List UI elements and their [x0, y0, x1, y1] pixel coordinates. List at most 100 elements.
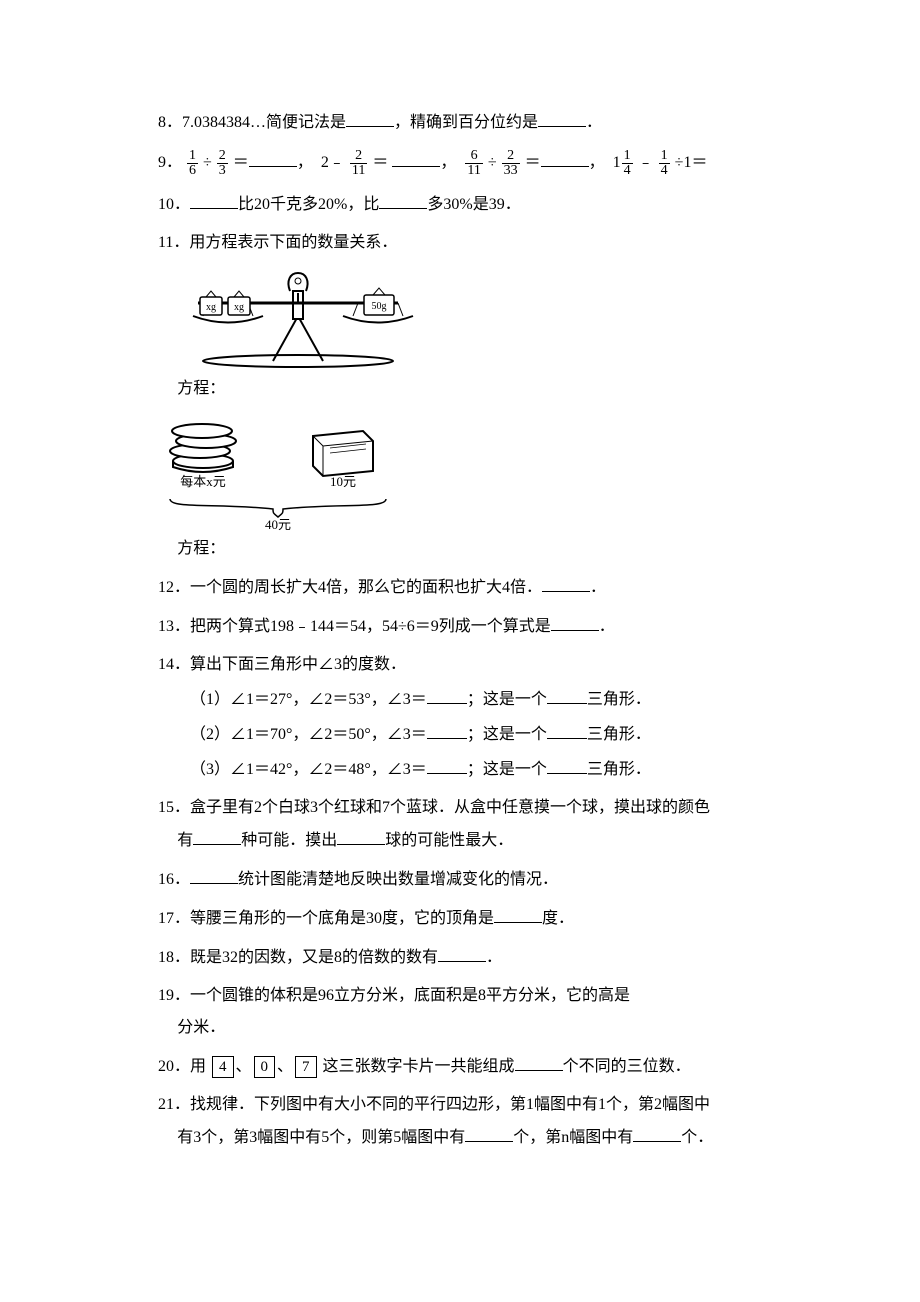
q12-end: ． — [590, 579, 606, 596]
q16-post: 统计图能清楚地反映出数量增减变化的情况． — [238, 871, 558, 888]
q21-line1: 21．找规律．下列图中有大小不同的平行四边形，第1幅图中有1个，第2幅图中 — [158, 1093, 765, 1117]
q20-pre: 20．用 — [158, 1058, 206, 1075]
q21-line2: 有3个，第3幅图中有5个，则第5幅图中有个，第n幅图中有个． — [158, 1125, 765, 1150]
q18-post: ． — [486, 949, 502, 966]
question-15: 15．盒子里有2个白球3个红球和7个蓝球．从盒中任意摸一个球，摸出球的颜色 有种… — [158, 796, 765, 853]
op: ＝ — [372, 154, 388, 171]
blank — [438, 945, 486, 962]
question-13: 13．把两个算式198﹣144＝54，54÷6＝9列成一个算式是 ． — [158, 614, 765, 639]
q20-mid: 这三张数字卡片一共能组成 — [323, 1058, 515, 1075]
q15-line1: 15．盒子里有2个白球3个红球和7个蓝球．从盒中任意摸一个球，摸出球的颜色 — [158, 796, 765, 820]
q17-pre: 17．等腰三角形的一个底角是30度，它的顶角是 — [158, 910, 494, 927]
question-10: 10． 比20千克多20%，比 多30%是39． — [158, 192, 765, 217]
blank — [633, 1125, 681, 1142]
blank — [465, 1125, 513, 1142]
blank — [193, 828, 241, 845]
svg-text:10元: 10元 — [330, 474, 356, 489]
q13-pre: 13．把两个算式198﹣144＝54，54÷6＝9列成一个算式是 — [158, 618, 551, 635]
q9-pre: 9． — [158, 154, 182, 171]
blank — [538, 110, 586, 127]
digit-card: 4 — [212, 1056, 234, 1078]
question-12: 12．一个圆的周长扩大4倍，那么它的面积也扩大4倍． ． — [158, 575, 765, 600]
q14-sub2: （2）∠1＝70°，∠2＝50°，∠3＝；这是一个三角形． — [158, 722, 765, 747]
q10-pre: 10． — [158, 196, 190, 213]
q8-text-a: 8．7.0384384…简便记法是 — [158, 114, 346, 131]
q11-head: 11．用方程表示下面的数量关系． — [158, 231, 765, 255]
blank — [346, 110, 394, 127]
blank — [249, 150, 297, 167]
op: ＝ — [525, 154, 541, 171]
svg-text:40元: 40元 — [265, 517, 291, 531]
blank — [542, 575, 590, 592]
q11-eq1: 方程： — [158, 377, 765, 401]
comma: ， — [589, 154, 605, 171]
q10-mid2: 多30%是39． — [427, 196, 520, 213]
q19-line2: 分米． — [158, 1016, 765, 1040]
blank — [392, 150, 440, 167]
q17-post: 度． — [542, 910, 574, 927]
blank — [515, 1054, 563, 1071]
question-20: 20．用 4、0、7 这三张数字卡片一共能组成个不同的三位数． — [158, 1054, 765, 1079]
fraction: 16 — [187, 149, 198, 178]
fraction: 233 — [502, 149, 520, 178]
q19-line1: 19．一个圆锥的体积是96立方分米，底面积是8平方分米，它的高是 — [158, 984, 765, 1008]
q13-end: ． — [599, 618, 615, 635]
question-8: 8．7.0384384…简便记法是 ，精确到百分位约是 ． — [158, 110, 765, 135]
blank — [547, 757, 587, 774]
fraction: 14 — [659, 149, 670, 178]
fraction: 23 — [217, 149, 228, 178]
fraction: 611 — [465, 149, 482, 178]
fraction: 14 — [622, 149, 633, 178]
q10-mid1: 比20千克多20%，比 — [238, 196, 379, 213]
blank — [427, 687, 467, 704]
digit-card: 7 — [295, 1056, 317, 1078]
q9-p4pre: 1 — [613, 154, 621, 171]
op: ﹣ — [638, 154, 654, 171]
question-21: 21．找规律．下列图中有大小不同的平行四边形，第1幅图中有1个，第2幅图中 有3… — [158, 1093, 765, 1150]
op: ÷1＝ — [675, 154, 708, 171]
svg-text:每本x元: 每本x元 — [180, 474, 226, 489]
svg-text:50g: 50g — [372, 301, 387, 312]
blank — [551, 614, 599, 631]
comma: ， — [297, 154, 313, 171]
svg-text:xg: xg — [234, 302, 244, 313]
svg-text:xg: xg — [206, 302, 216, 313]
q14-sub3: （3）∠1＝42°，∠2＝48°，∠3＝；这是一个三角形． — [158, 757, 765, 782]
q18-pre: 18．既是32的因数，又是8的倍数的数有 — [158, 949, 438, 966]
q12-pre: 12．一个圆的周长扩大4倍，那么它的面积也扩大4倍． — [158, 579, 542, 596]
blank — [494, 906, 542, 923]
books-diagram: 每本x元 10元 40元 — [158, 411, 765, 531]
q8-text-c: ． — [586, 114, 602, 131]
question-11: 11．用方程表示下面的数量关系． xg — [158, 231, 765, 561]
q15-line2: 有种可能．摸出球的可能性最大． — [158, 828, 765, 853]
q8-text-b: ，精确到百分位约是 — [394, 114, 538, 131]
q20-post: 个不同的三位数． — [563, 1058, 691, 1075]
question-17: 17．等腰三角形的一个底角是30度，它的顶角是 度． — [158, 906, 765, 931]
blank — [190, 867, 238, 884]
op: ÷ — [488, 154, 497, 171]
blank — [547, 687, 587, 704]
balance-diagram: xg xg 50g — [158, 261, 765, 371]
blank — [337, 828, 385, 845]
question-19: 19．一个圆锥的体积是96立方分米，底面积是8平方分米，它的高是 分米． — [158, 984, 765, 1040]
blank — [427, 757, 467, 774]
op: ＝ — [233, 154, 249, 171]
blank — [541, 150, 589, 167]
q9-p2pre: 2﹣ — [321, 154, 345, 171]
digit-card: 0 — [254, 1056, 276, 1078]
q11-eq2: 方程： — [158, 537, 765, 561]
q14-head: 14．算出下面三角形中∠3的度数． — [158, 653, 765, 677]
fraction: 211 — [350, 149, 367, 178]
comma: ， — [440, 154, 456, 171]
blank — [190, 192, 238, 209]
blank — [379, 192, 427, 209]
blank — [427, 722, 467, 739]
q16-pre: 16． — [158, 871, 190, 888]
blank — [547, 722, 587, 739]
question-14: 14．算出下面三角形中∠3的度数． （1）∠1＝27°，∠2＝53°，∠3＝；这… — [158, 653, 765, 782]
question-16: 16． 统计图能清楚地反映出数量增减变化的情况． — [158, 867, 765, 892]
document-page: 8．7.0384384…简便记法是 ，精确到百分位约是 ． 9． 16 ÷ 23 ＝… — [0, 0, 920, 1204]
question-9: 9． 16 ÷ 23 ＝， 2﹣ 211 ＝ ， 611 ÷ 233 ＝， 11… — [158, 149, 765, 178]
q14-sub1: （1）∠1＝27°，∠2＝53°，∠3＝；这是一个三角形． — [158, 687, 765, 712]
op: ÷ — [203, 154, 212, 171]
